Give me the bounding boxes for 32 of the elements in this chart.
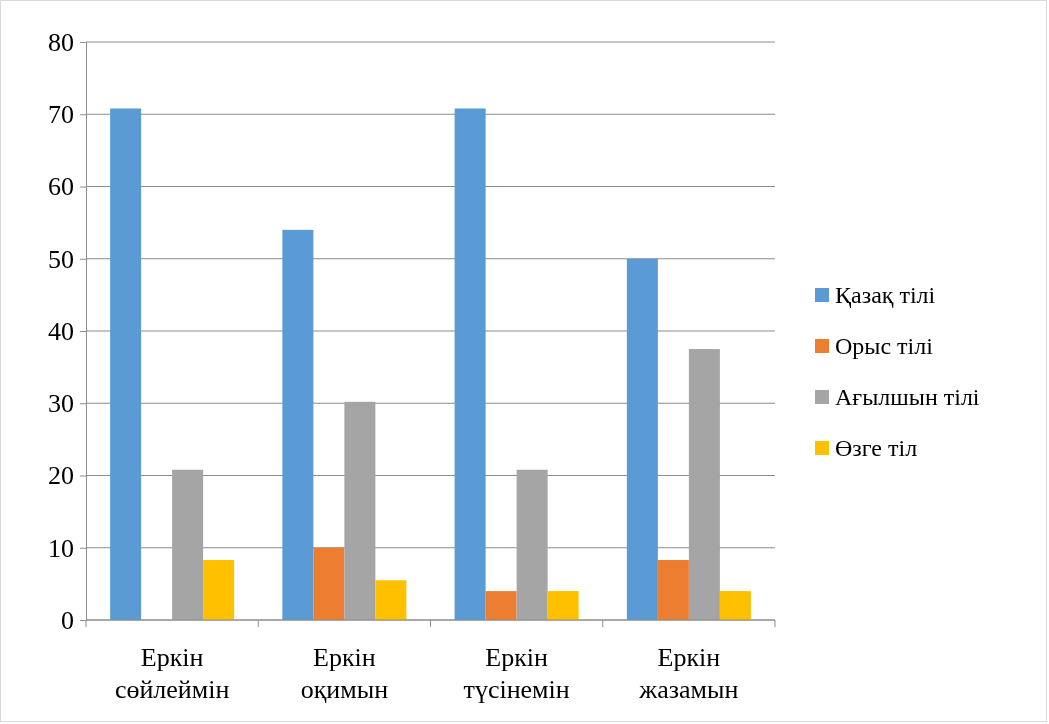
y-tick-label: 40 [48,316,74,346]
y-tick-label: 60 [48,172,74,202]
bar [344,401,376,620]
bar [688,349,720,620]
y-tick-label: 80 [48,27,74,57]
bar [516,469,548,620]
bar [454,108,486,620]
bar [485,591,517,620]
y-tick-label: 50 [48,244,74,274]
legend-label: Орыс тілі [835,333,934,359]
x-tick-label: Еркін жазамын [638,643,739,704]
x-tick-label: Еркін сөйлеймін [114,643,230,704]
legend-label: Ағылшын тілі [835,384,980,410]
y-tick-label: 70 [48,100,74,130]
bar [172,469,204,620]
x-tick-label: Еркін оқимын [300,643,389,704]
bar [375,580,407,620]
y-tick-label: 10 [48,533,74,563]
bar [110,108,142,620]
bar [719,591,751,620]
bar [313,547,345,620]
y-tick-label: 0 [61,605,74,635]
bar [282,229,314,620]
bar [657,560,689,620]
x-tick-label: Еркін түсінемін [463,643,570,704]
y-tick-label: 20 [48,461,74,491]
legend-label: Қазақ тілі [835,282,936,308]
y-tick-label: 30 [48,389,74,419]
bar [203,560,235,620]
bar [626,258,658,620]
legend-label: Өзге тіл [835,435,918,461]
bar [547,591,579,620]
